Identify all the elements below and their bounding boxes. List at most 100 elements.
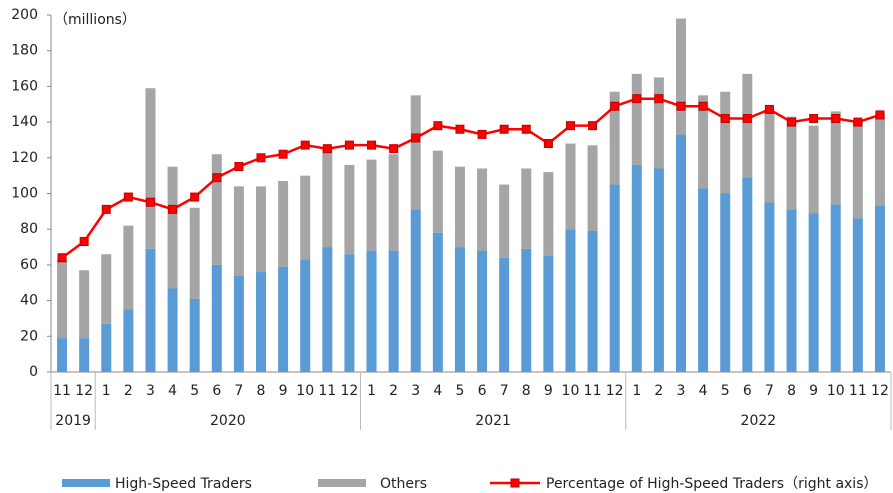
x-tick-label: 4 — [168, 383, 177, 399]
line-marker — [610, 101, 620, 111]
legend-label: High-Speed Traders — [115, 476, 252, 492]
bar — [543, 172, 554, 256]
bar — [432, 232, 443, 372]
x-tick-label: 3 — [677, 383, 686, 399]
bar — [477, 250, 488, 372]
line-marker — [499, 124, 509, 134]
line-marker — [875, 110, 885, 120]
bar — [300, 259, 311, 372]
x-tick-label: 8 — [787, 383, 796, 399]
line-marker — [123, 192, 133, 202]
y-tick-label: 60 — [20, 257, 38, 273]
line-marker — [654, 94, 664, 104]
x-tick-label: 6 — [743, 383, 752, 399]
bar — [852, 218, 863, 372]
bar — [742, 73, 753, 178]
x-tick-label: 12 — [75, 383, 93, 399]
line-marker — [831, 114, 841, 124]
y-tick-label: 40 — [20, 293, 38, 309]
bar — [410, 209, 421, 372]
bar — [698, 188, 709, 372]
y-tick-label: 100 — [11, 186, 38, 202]
x-tick-label: 5 — [721, 383, 730, 399]
legend-label: Others — [380, 476, 427, 492]
y-tick-label: 0 — [29, 364, 38, 380]
bar — [565, 229, 576, 372]
line-marker — [389, 144, 399, 154]
line-marker — [787, 117, 797, 127]
x-tick-label: 11 — [849, 383, 867, 399]
bar — [742, 177, 753, 372]
bar — [587, 230, 598, 372]
bar — [233, 186, 244, 276]
bar — [543, 255, 554, 372]
line-marker — [101, 204, 111, 214]
bar — [189, 298, 200, 372]
x-tick-label: 1 — [632, 383, 641, 399]
bar — [167, 166, 178, 289]
line-marker — [367, 140, 377, 150]
bar — [852, 120, 863, 219]
x-tick-label: 10 — [296, 383, 314, 399]
line-marker — [344, 140, 354, 150]
bar — [101, 323, 112, 372]
bar — [189, 207, 200, 299]
x-tick-label: 2 — [654, 383, 663, 399]
x-tick-label: 7 — [234, 383, 243, 399]
x-tick-label: 9 — [544, 383, 553, 399]
x-tick-label: 8 — [257, 383, 266, 399]
bar — [830, 204, 841, 372]
bar — [322, 148, 333, 248]
line-marker — [455, 124, 465, 134]
year-label: 2022 — [741, 413, 777, 429]
line-marker — [234, 162, 244, 172]
year-label: 2019 — [55, 413, 91, 429]
bar — [388, 250, 399, 372]
bar — [609, 184, 620, 372]
line-marker — [256, 153, 266, 163]
bar — [432, 150, 443, 233]
bar — [454, 247, 465, 372]
x-tick-label: 4 — [699, 383, 708, 399]
legend-swatch — [318, 479, 366, 487]
bar — [808, 125, 819, 214]
bar — [366, 250, 377, 372]
bar — [786, 209, 797, 372]
bar — [145, 88, 156, 249]
x-tick-label: 3 — [411, 383, 420, 399]
bar — [256, 272, 266, 372]
bar — [587, 145, 598, 231]
bar — [278, 266, 289, 372]
bar — [123, 225, 134, 310]
bar — [57, 259, 68, 339]
x-tick-label: 12 — [606, 383, 624, 399]
line-marker — [521, 124, 531, 134]
bar — [764, 113, 775, 203]
x-tick-label: 2 — [389, 383, 398, 399]
line-marker — [79, 236, 89, 246]
x-tick-label: 8 — [522, 383, 531, 399]
bar — [123, 309, 134, 372]
bar — [167, 288, 178, 372]
bar — [101, 254, 112, 324]
line-marker — [543, 139, 553, 149]
x-tick-label: 12 — [341, 383, 359, 399]
line-marker — [190, 192, 200, 202]
x-tick-label: 5 — [190, 383, 199, 399]
x-tick-label: 11 — [318, 383, 336, 399]
bar — [410, 95, 421, 210]
line-marker — [698, 101, 708, 111]
year-label: 2020 — [210, 413, 246, 429]
x-tick-label: 6 — [478, 383, 487, 399]
bar — [676, 18, 686, 135]
x-tick-label: 11 — [53, 383, 71, 399]
bar — [764, 202, 775, 372]
y-tick-label: 80 — [20, 221, 38, 237]
y-tick-label: 120 — [11, 150, 38, 166]
x-tick-label: 1 — [102, 383, 111, 399]
x-tick-label: 7 — [765, 383, 774, 399]
bar — [874, 113, 885, 206]
y-tick-label: 160 — [11, 78, 38, 94]
bar — [720, 193, 731, 372]
